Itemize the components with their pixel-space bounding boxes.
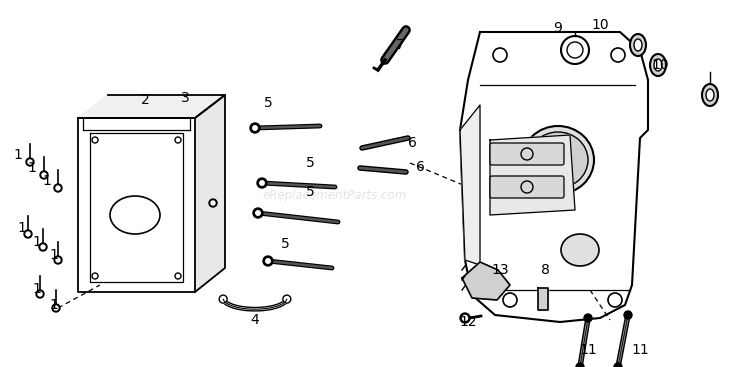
- Ellipse shape: [650, 54, 666, 76]
- Text: 11: 11: [579, 343, 597, 357]
- Circle shape: [260, 181, 264, 185]
- Ellipse shape: [702, 84, 718, 106]
- Text: 8: 8: [541, 263, 550, 277]
- Circle shape: [42, 173, 46, 177]
- Circle shape: [40, 171, 48, 179]
- Circle shape: [283, 295, 291, 303]
- Text: 5: 5: [306, 185, 314, 199]
- Circle shape: [56, 186, 60, 190]
- Circle shape: [209, 199, 217, 207]
- FancyBboxPatch shape: [490, 143, 564, 165]
- Circle shape: [54, 184, 62, 192]
- Circle shape: [250, 123, 260, 133]
- Polygon shape: [195, 95, 225, 292]
- Text: 13: 13: [491, 263, 508, 277]
- Polygon shape: [78, 95, 225, 118]
- Text: 5: 5: [306, 156, 314, 170]
- Circle shape: [26, 158, 34, 166]
- Circle shape: [54, 306, 58, 310]
- Circle shape: [576, 363, 584, 367]
- Text: 12: 12: [459, 315, 477, 329]
- Text: 5: 5: [264, 96, 272, 110]
- Circle shape: [39, 243, 47, 251]
- Circle shape: [253, 208, 263, 218]
- Ellipse shape: [561, 234, 599, 266]
- Text: 1: 1: [32, 235, 41, 249]
- Text: 1: 1: [50, 248, 58, 262]
- Text: eReplacementParts.com: eReplacementParts.com: [262, 189, 407, 201]
- Ellipse shape: [654, 59, 662, 71]
- Polygon shape: [460, 105, 480, 265]
- Circle shape: [26, 232, 30, 236]
- Circle shape: [54, 256, 62, 264]
- Circle shape: [463, 316, 467, 320]
- Polygon shape: [78, 118, 195, 292]
- Text: 6: 6: [407, 136, 416, 150]
- Circle shape: [28, 160, 32, 164]
- Text: 6: 6: [416, 160, 424, 174]
- Circle shape: [41, 245, 45, 249]
- Circle shape: [266, 259, 270, 263]
- Text: 1: 1: [28, 161, 37, 175]
- FancyBboxPatch shape: [490, 176, 564, 198]
- Circle shape: [460, 313, 470, 323]
- Text: 10: 10: [651, 58, 669, 72]
- Circle shape: [253, 126, 257, 130]
- Circle shape: [219, 295, 227, 303]
- Circle shape: [624, 311, 632, 319]
- Circle shape: [263, 256, 273, 266]
- Polygon shape: [490, 135, 575, 215]
- Text: 5: 5: [280, 237, 290, 251]
- Text: 2: 2: [141, 93, 149, 107]
- Ellipse shape: [634, 39, 642, 51]
- Circle shape: [211, 201, 215, 205]
- Ellipse shape: [522, 126, 594, 194]
- Ellipse shape: [630, 34, 646, 56]
- Circle shape: [36, 290, 44, 298]
- Text: 1: 1: [43, 174, 52, 188]
- Ellipse shape: [528, 132, 588, 188]
- Circle shape: [614, 363, 622, 367]
- Text: 10: 10: [591, 18, 609, 32]
- Text: 3: 3: [181, 91, 189, 105]
- Circle shape: [52, 304, 60, 312]
- Circle shape: [256, 211, 260, 215]
- Text: 1: 1: [32, 282, 41, 296]
- Ellipse shape: [706, 89, 714, 101]
- Text: 1: 1: [13, 148, 22, 162]
- Text: 1: 1: [17, 221, 26, 235]
- Circle shape: [257, 178, 267, 188]
- Text: 7: 7: [396, 38, 404, 52]
- Polygon shape: [538, 288, 548, 310]
- Polygon shape: [462, 262, 510, 300]
- Circle shape: [38, 292, 42, 296]
- Circle shape: [56, 258, 60, 262]
- Polygon shape: [460, 32, 648, 322]
- Text: 1: 1: [50, 298, 58, 312]
- Circle shape: [24, 230, 32, 238]
- Circle shape: [584, 314, 592, 322]
- Text: 11: 11: [632, 343, 649, 357]
- Text: 9: 9: [554, 21, 562, 35]
- Text: 4: 4: [251, 313, 260, 327]
- Ellipse shape: [110, 196, 160, 234]
